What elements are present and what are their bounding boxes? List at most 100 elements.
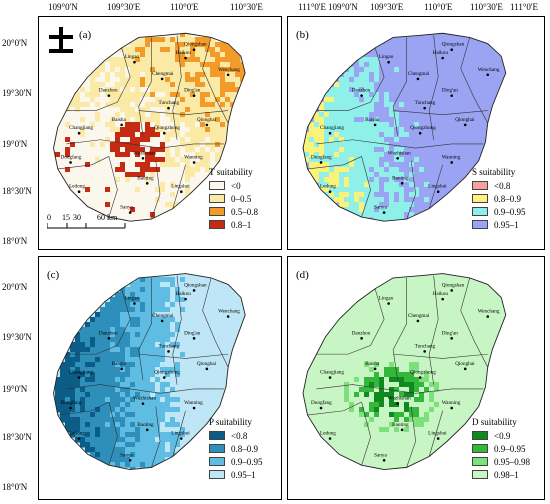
legend-title: P suitability xyxy=(209,417,252,427)
place-label: Danzhou xyxy=(352,88,371,94)
county-boundary xyxy=(151,160,161,220)
county-boundary xyxy=(316,47,385,111)
city-dot xyxy=(160,77,164,81)
city-dot xyxy=(179,437,183,440)
city-dot xyxy=(486,315,490,318)
county-boundary xyxy=(138,353,229,359)
legend-swatch xyxy=(472,470,488,479)
legend-item: 0–0.5 xyxy=(209,192,258,205)
lon-tick-5: 111°0'E xyxy=(298,2,327,12)
city-dot xyxy=(184,297,187,301)
lat-tick-1: 20°0'N xyxy=(2,38,28,48)
city-dot xyxy=(450,289,453,292)
coastline xyxy=(302,32,507,222)
county-boundary xyxy=(393,110,488,115)
legend-label: 0.8–0.9 xyxy=(494,193,521,204)
county-boundary xyxy=(66,288,131,355)
county-boundary xyxy=(202,37,229,124)
lon-tick-2: 109°30'E xyxy=(107,2,141,12)
place-label: Wenchang xyxy=(478,67,500,73)
legend-item: 0.95–0.98 xyxy=(472,455,530,468)
city-dot xyxy=(128,211,132,214)
city-dot xyxy=(450,94,453,97)
city-dot xyxy=(319,161,323,164)
legend-title: T suitability xyxy=(209,167,253,177)
county-boundary xyxy=(361,401,371,466)
legend-label: 0.8–0.9 xyxy=(231,443,258,454)
place-label: Danzhou xyxy=(99,330,118,336)
place-label: Dongfang xyxy=(61,153,82,160)
city-dot xyxy=(192,406,196,410)
lon-tick-9: 110°30'E xyxy=(470,2,503,12)
place-label: Lingshui xyxy=(428,184,447,190)
place-label: Wuzhishan xyxy=(133,396,157,402)
city-dot xyxy=(69,406,72,410)
legend-b: S suitability <0.8 0.8–0.9 0.9–0.95 0.95–1 xyxy=(472,167,526,231)
lon-tick-7: 109°30'E xyxy=(370,2,404,12)
legend-item: 0.95–1 xyxy=(472,218,526,231)
county-boundary xyxy=(316,384,484,394)
legend-label: 0.8–1 xyxy=(231,219,252,230)
place-label: Ledong xyxy=(69,431,85,437)
legend-item: <0 xyxy=(209,179,258,192)
place-label: Qionghai xyxy=(197,117,217,123)
city-dot xyxy=(328,437,332,440)
legend-item: 0.9–0.95 xyxy=(472,205,526,218)
legend-item: <0.8 xyxy=(209,429,263,442)
city-dot xyxy=(184,56,187,60)
city-dot xyxy=(141,156,145,160)
lat-tick-2: 19°30'N xyxy=(2,88,32,98)
legend-title: D suitability xyxy=(472,417,517,427)
county-boundary xyxy=(392,277,407,381)
city-dot xyxy=(450,406,453,410)
city-dot xyxy=(120,367,123,371)
lat-tick-3: 19°0'N xyxy=(2,139,28,149)
city-dot xyxy=(328,131,332,135)
legend-title: S suitability xyxy=(472,167,516,177)
city-dot xyxy=(463,123,467,127)
place-label: Qiongshan xyxy=(442,282,465,288)
city-dot xyxy=(387,302,390,305)
place-label: Baisha xyxy=(365,361,380,367)
city-dot xyxy=(400,182,404,185)
suitability-raster xyxy=(304,273,505,470)
coastline xyxy=(302,273,507,471)
place-label: Chengmai xyxy=(152,71,174,77)
county-boundary xyxy=(307,156,362,170)
coastline xyxy=(53,273,246,471)
city-dot xyxy=(167,106,170,110)
lat-tick-4: 18°30'N xyxy=(2,186,32,196)
city-dot xyxy=(436,190,440,193)
legend-item: <0.8 xyxy=(472,179,526,192)
map-c: Haikou Wenchang Lingao Chengmai Ding'an Danzh… xyxy=(53,273,246,471)
city-dot xyxy=(400,428,404,432)
suitability-raster xyxy=(304,33,505,222)
place-label: Chengmai xyxy=(152,313,174,319)
place-label: Chengmai xyxy=(408,71,430,77)
county-boundary xyxy=(361,156,371,218)
place-label: Wuzhishan xyxy=(388,396,412,402)
city-dot xyxy=(328,376,332,379)
county-boundary xyxy=(406,160,416,220)
city-dot xyxy=(360,337,363,340)
city-dot xyxy=(179,190,183,193)
place-label: Changjiang xyxy=(69,370,93,376)
lon-tick-1: 109°0'N xyxy=(48,2,78,12)
legend-label: 0.95–0.98 xyxy=(494,456,530,467)
county-boundary xyxy=(428,275,439,385)
city-dot xyxy=(396,156,399,160)
legend-d: D suitability <0.9 0.9–0.95 0.95–0.98 0.98–1 xyxy=(472,417,530,481)
city-dot xyxy=(360,94,363,97)
city-dot xyxy=(396,402,399,405)
place-label: Baoting xyxy=(137,175,154,181)
lat-tick-9: 18°30'N xyxy=(2,432,32,442)
place-label: Qiongshan xyxy=(442,42,465,48)
place-label: Dongfang xyxy=(311,399,332,406)
place-label: Tunchang xyxy=(415,343,436,349)
place-label: Haikou xyxy=(433,291,449,297)
legend-swatch xyxy=(209,457,225,466)
city-dot xyxy=(107,337,111,340)
legend-item: 0.9–0.95 xyxy=(472,442,530,455)
county-boundary xyxy=(138,277,152,381)
city-dot xyxy=(328,190,332,193)
